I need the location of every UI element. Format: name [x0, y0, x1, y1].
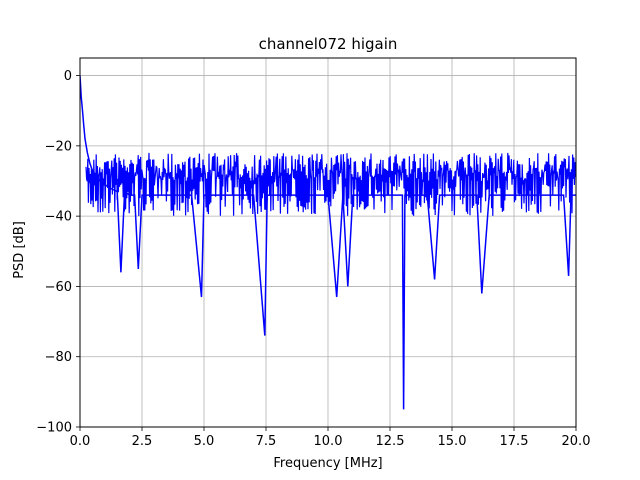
- x-tick-label: 0.0: [70, 434, 91, 449]
- x-tick-label: 5.0: [194, 434, 215, 449]
- x-tick-label: 15.0: [438, 434, 467, 449]
- axis-ticks: 0.0 2.5 5.0 7.5 10.0 12.5 15.0 17.5 20.0 0 −20 −40 −…: [36, 69, 590, 449]
- y-tick-label: −80: [45, 350, 72, 365]
- y-tick-label: −100: [36, 421, 72, 436]
- x-tick-label: 2.5: [132, 434, 153, 449]
- y-tick-label: −40: [45, 210, 72, 225]
- y-tick-label: −20: [45, 139, 72, 154]
- x-tick-label: 12.5: [376, 434, 405, 449]
- chart-title: channel072 higain: [259, 35, 398, 53]
- y-tick-label: 0: [64, 69, 72, 84]
- x-tick-label: 7.5: [256, 434, 277, 449]
- y-axis-label: PSD [dB]: [12, 221, 27, 279]
- x-tick-label: 10.0: [314, 434, 343, 449]
- grid-lines: [79, 58, 577, 428]
- plot-area: [80, 75, 576, 410]
- psd-noise-band: [85, 152, 576, 217]
- x-tick-label: 17.5: [500, 434, 529, 449]
- x-axis-label: Frequency [MHz]: [273, 456, 382, 471]
- x-tick-label: 20.0: [562, 434, 591, 449]
- y-tick-label: −60: [45, 280, 72, 295]
